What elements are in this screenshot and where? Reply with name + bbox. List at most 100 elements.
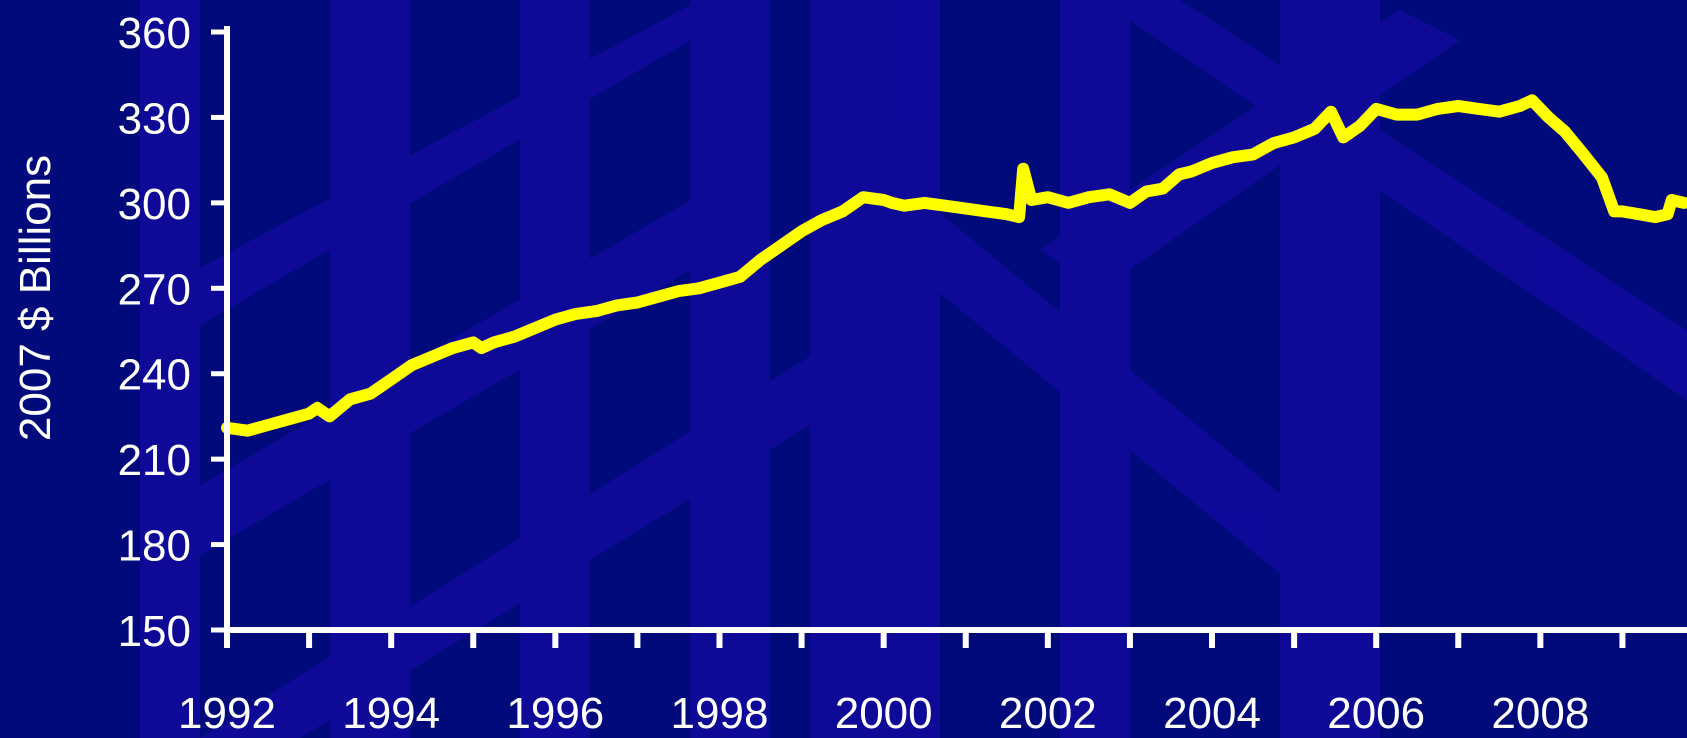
y-tick-label: 270 xyxy=(118,265,191,314)
series-point xyxy=(1609,206,1620,217)
series-point xyxy=(550,314,561,325)
series-point xyxy=(1371,103,1382,114)
x-tick-label: 2002 xyxy=(999,689,1097,738)
series-point xyxy=(714,277,725,288)
series-point xyxy=(1559,126,1570,137)
series-point xyxy=(406,360,417,371)
series-point xyxy=(693,283,704,294)
series-point xyxy=(1494,106,1505,117)
x-tick-label: 1992 xyxy=(178,689,276,738)
x-axis-ticks: 1992 1994 1996 1998 2000 2002 2004 2006 2008 xyxy=(178,630,1626,738)
series-point xyxy=(1018,163,1029,174)
series-point xyxy=(796,226,807,237)
series-point xyxy=(1207,157,1218,168)
y-tick-label: 210 xyxy=(118,436,191,485)
series-point xyxy=(1662,209,1673,220)
x-tick-label: 2004 xyxy=(1163,689,1261,738)
series-point xyxy=(1576,146,1587,157)
series-point xyxy=(345,394,356,405)
series-point xyxy=(837,206,848,217)
series-point xyxy=(509,331,520,342)
series-point xyxy=(312,402,323,413)
series-point xyxy=(899,200,910,211)
series-point xyxy=(283,414,294,425)
series-point xyxy=(1543,112,1554,123)
x-tick-label: 1994 xyxy=(342,689,440,738)
x-tick-label: 2008 xyxy=(1491,689,1589,738)
series-point xyxy=(1289,132,1300,143)
series-point xyxy=(1001,209,1012,220)
series-point xyxy=(304,408,315,419)
series-point xyxy=(1157,183,1168,194)
series-layer xyxy=(221,94,1687,437)
series-point xyxy=(673,286,684,297)
series-point xyxy=(1453,101,1464,112)
series-point xyxy=(591,306,602,317)
series-point xyxy=(1596,172,1607,183)
series-point xyxy=(1309,123,1320,134)
series-point xyxy=(1104,189,1115,200)
series-point xyxy=(242,425,253,436)
series-point xyxy=(1174,169,1185,180)
series-point xyxy=(324,411,335,422)
series-point xyxy=(1227,152,1238,163)
series-point xyxy=(1338,132,1349,143)
series-point xyxy=(570,308,581,319)
series-point xyxy=(1141,186,1152,197)
series-point xyxy=(1679,197,1687,208)
series-line xyxy=(221,94,1687,437)
y-axis-label: 2007 $ Billions xyxy=(11,155,60,441)
y-tick-label: 360 xyxy=(118,9,191,58)
series-point xyxy=(529,323,540,334)
y-tick-label: 300 xyxy=(118,180,191,229)
series-point xyxy=(1617,206,1628,217)
x-tick-label: 2006 xyxy=(1327,689,1425,738)
series-point xyxy=(365,388,376,399)
series-point xyxy=(1268,138,1279,149)
series-point xyxy=(468,337,479,348)
series-point xyxy=(1248,149,1259,160)
series-point xyxy=(981,206,992,217)
series-point xyxy=(735,271,746,282)
y-tick-label: 330 xyxy=(118,94,191,143)
x-tick-label: 2000 xyxy=(835,689,933,738)
series-point xyxy=(755,254,766,265)
series-point xyxy=(817,214,828,225)
series-point xyxy=(919,197,930,208)
series-point xyxy=(1014,212,1025,223)
series-point xyxy=(476,343,487,354)
series-point xyxy=(1473,103,1484,114)
series-point xyxy=(427,351,438,362)
series-point xyxy=(1527,95,1538,106)
series-point xyxy=(1326,106,1337,117)
series-point xyxy=(386,374,397,385)
series-point xyxy=(1124,197,1135,208)
x-tick-label: 1998 xyxy=(671,689,769,738)
series-point xyxy=(940,200,951,211)
series-point xyxy=(1514,101,1525,112)
series-point xyxy=(878,195,889,206)
x-tick-label: 1996 xyxy=(506,689,604,738)
y-tick-label: 150 xyxy=(118,607,191,656)
series-point xyxy=(960,203,971,214)
series-point xyxy=(1063,197,1074,208)
series-point xyxy=(1650,212,1661,223)
series-point xyxy=(1026,195,1037,206)
y-tick-label: 180 xyxy=(118,522,191,571)
series-point xyxy=(611,300,622,311)
series-point xyxy=(1633,209,1644,220)
series-point xyxy=(632,297,643,308)
series-point xyxy=(1083,192,1094,203)
y-axis-ticks: 150 180 210 240 270 300 330 360 xyxy=(118,9,227,656)
series-point xyxy=(886,197,897,208)
series-point xyxy=(1354,120,1365,131)
series-point xyxy=(776,240,787,251)
series-point xyxy=(1186,166,1197,177)
series-point xyxy=(652,291,663,302)
series-point xyxy=(858,192,869,203)
y-tick-label: 240 xyxy=(118,351,191,400)
series-point xyxy=(263,419,274,430)
